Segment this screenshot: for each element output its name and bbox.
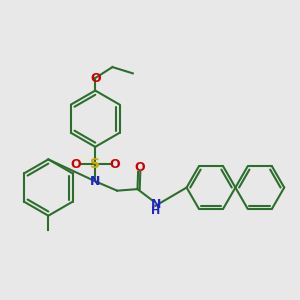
Text: H: H	[151, 206, 160, 216]
Text: N: N	[150, 198, 161, 211]
Text: O: O	[90, 71, 101, 85]
Text: O: O	[70, 158, 81, 171]
Text: S: S	[90, 157, 100, 171]
Text: O: O	[134, 161, 145, 174]
Text: N: N	[90, 175, 101, 188]
Text: O: O	[109, 158, 120, 171]
